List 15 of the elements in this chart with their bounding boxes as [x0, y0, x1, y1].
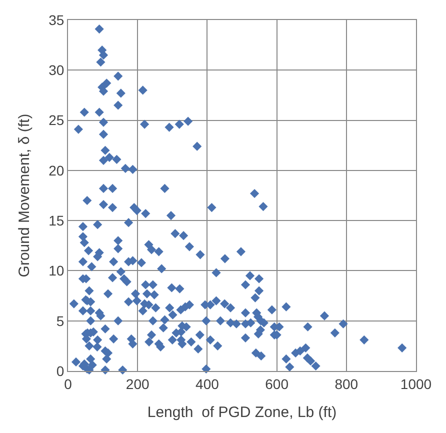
y-axis-title: Ground Movement, δ (ft) — [16, 114, 33, 278]
y-tick-label: 10 — [48, 262, 64, 279]
y-tick-label: 0 — [56, 362, 64, 379]
x-axis-title: Length of PGD Zone, Lb (ft) — [147, 404, 337, 421]
y-tick-label: 30 — [48, 62, 64, 78]
x-tick-label: 800 — [334, 376, 358, 392]
x-tick-label: 1000 — [400, 376, 432, 392]
y-tick-label: 35 — [48, 12, 64, 28]
x-tick-label: 400 — [196, 376, 220, 392]
y-tick-label: 15 — [48, 212, 64, 228]
y-tick-label: 5 — [56, 312, 64, 329]
x-tick-label: 600 — [265, 376, 289, 392]
y-tick-label: 25 — [48, 112, 64, 128]
y-tick-label: 20 — [48, 162, 64, 178]
x-tick-label: 200 — [126, 376, 150, 392]
